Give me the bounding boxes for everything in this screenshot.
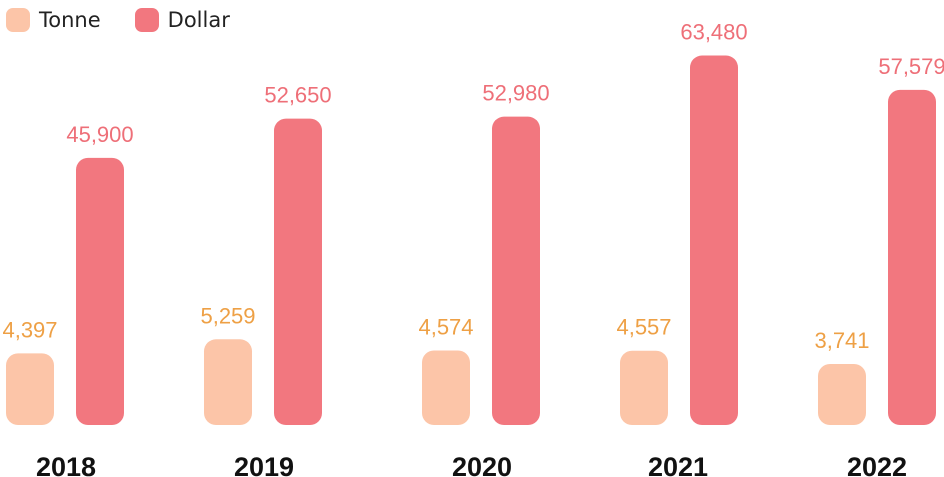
bar-tonne-2020[interactable] — [422, 350, 470, 425]
data-label-tonne-2018: 4,397 — [2, 317, 57, 342]
data-label-tonne-2020: 4,574 — [418, 314, 473, 339]
data-label-tonne-2021: 4,557 — [616, 315, 671, 340]
data-label-dollar-2020: 52,980 — [482, 81, 549, 106]
data-label-dollar-2022: 57,579 — [878, 54, 944, 79]
data-label-tonne-2019: 5,259 — [200, 303, 255, 328]
bar-tonne-2018[interactable] — [6, 353, 54, 425]
bar-group-2019: 5,259 52,650 2019 — [200, 83, 331, 477]
bar-dollar-2022[interactable] — [888, 89, 936, 425]
legend-item-dollar[interactable]: Dollar — [134, 8, 230, 32]
bar-dollar-2020[interactable] — [492, 116, 540, 425]
legend: Tonne Dollar — [6, 8, 264, 32]
bar-dollar-2018[interactable] — [76, 157, 124, 425]
bar-dollar-2021[interactable] — [690, 55, 738, 426]
legend-item-tonne[interactable]: Tonne — [6, 8, 101, 32]
bar-group-2022: 3,741 57,579 2022 — [814, 54, 944, 477]
bar-group-2020: 4,574 52,980 2020 — [418, 81, 549, 477]
category-label-2022: 2022 — [847, 452, 907, 477]
legend-label-tonne: Tonne — [39, 8, 101, 32]
bar-tonne-2022[interactable] — [818, 364, 866, 425]
legend-label-dollar: Dollar — [167, 8, 230, 32]
bar-tonne-2019[interactable] — [204, 339, 252, 425]
bar-group-2018: 4,397 45,900 2018 — [2, 122, 133, 477]
bar-tonne-2021[interactable] — [620, 350, 668, 425]
category-label-2019: 2019 — [234, 452, 294, 477]
data-label-tonne-2022: 3,741 — [814, 328, 869, 353]
category-label-2018: 2018 — [36, 452, 96, 477]
data-label-dollar-2021: 63,480 — [680, 20, 747, 45]
category-label-2021: 2021 — [648, 452, 708, 477]
data-label-dollar-2018: 45,900 — [66, 122, 133, 147]
legend-swatch-dollar — [134, 8, 159, 32]
bar-dollar-2019[interactable] — [274, 118, 322, 426]
bar-group-2021: 4,557 63,480 2021 — [616, 20, 747, 477]
data-label-dollar-2019: 52,650 — [264, 83, 331, 108]
legend-swatch-tonne — [6, 8, 30, 32]
category-label-2020: 2020 — [452, 452, 512, 477]
